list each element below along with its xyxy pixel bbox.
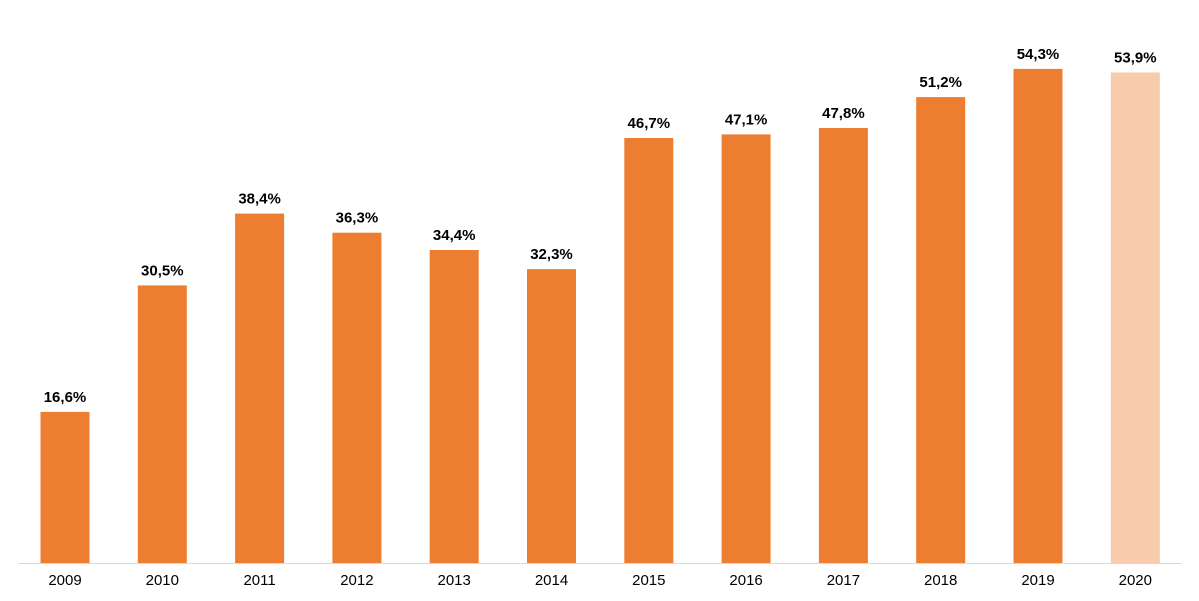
value-label-2018: 51,2% [919, 74, 962, 91]
bars-layer [40, 68, 1160, 564]
bar-2014 [527, 269, 576, 563]
value-labels-layer: 16,6% 30,5% 38,4% 36,3% 34,4% 32,3% 46,7% 47,1%… [44, 46, 1157, 406]
x-tick-label-2009: 2009 [48, 572, 81, 589]
bar-2009 [40, 411, 90, 563]
bar-2013 [429, 250, 479, 563]
value-label-2012: 36,3% [336, 210, 379, 227]
bar-2012 [332, 232, 382, 563]
bar-2020 [1110, 72, 1160, 563]
bar-2010 [137, 285, 187, 563]
value-label-2016: 47,1% [725, 111, 768, 128]
value-label-2011: 38,4% [238, 191, 281, 208]
x-tick-label-2016: 2016 [729, 572, 762, 589]
value-label-2020: 53,9% [1114, 50, 1157, 67]
bar-2016 [721, 134, 771, 563]
x-tick-label-2019: 2019 [1021, 572, 1054, 589]
value-label-2014: 32,3% [530, 246, 573, 263]
x-tick-label-2012: 2012 [340, 572, 373, 589]
x-tick-label-2018: 2018 [924, 572, 957, 589]
x-tick-label-2015: 2015 [632, 572, 665, 589]
x-tick-label-2014: 2014 [535, 572, 568, 589]
x-tick-label-2013: 2013 [438, 572, 471, 589]
value-label-2013: 34,4% [433, 227, 476, 244]
value-label-2019: 54,3% [1017, 46, 1060, 63]
bar-2017 [818, 128, 868, 563]
value-label-2009: 16,6% [44, 389, 87, 406]
x-tick-label-2010: 2010 [146, 572, 179, 589]
value-label-2015: 46,7% [628, 115, 671, 132]
x-tick-label-2011: 2011 [243, 572, 275, 589]
bar-2018 [916, 97, 966, 563]
x-tick-label-2020: 2020 [1119, 572, 1152, 589]
bar-2011 [235, 213, 285, 563]
x-tick-label-2017: 2017 [827, 572, 860, 589]
bar-2015 [624, 138, 674, 563]
value-label-2010: 30,5% [141, 262, 184, 279]
bar-2019 [1013, 68, 1063, 564]
x-axis-tick-labels: 2009 2010 2011 2012 2013 2014 2015 2016 2017 2018… [48, 572, 1152, 589]
value-label-2017: 47,8% [822, 105, 865, 122]
